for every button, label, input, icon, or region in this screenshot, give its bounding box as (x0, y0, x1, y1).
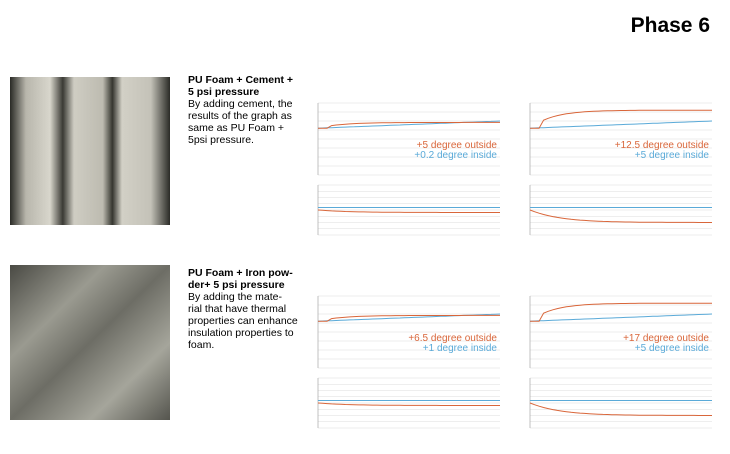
line (317, 402, 500, 406)
body-text: foam. (188, 339, 214, 351)
body-text: results of the graph as (188, 110, 292, 122)
annotation: +6.5 degree outside (408, 333, 497, 344)
line (529, 120, 713, 129)
line (529, 209, 712, 223)
heading: PU Foam + Cement + (188, 74, 293, 86)
body-text: same as PU Foam + (188, 122, 284, 134)
annotation: +12.5 degree outside (615, 140, 710, 151)
annotation: +5 degree inside (635, 343, 710, 354)
line (530, 109, 712, 129)
title: Phase 6 (631, 14, 710, 37)
line (317, 209, 500, 213)
photo (10, 265, 170, 420)
annotation: +17 degree outside (623, 333, 709, 344)
heading: PU Foam + Iron pow- (188, 267, 293, 279)
line (318, 314, 500, 322)
line (530, 302, 712, 322)
body-text: By adding cement, the (188, 98, 293, 110)
body-text: rial that have thermal (188, 303, 286, 315)
line (529, 402, 712, 416)
line (318, 121, 500, 129)
annotation: +1 degree inside (423, 343, 498, 354)
annotation: +0.2 degree inside (414, 150, 497, 161)
body-text: 5psi pressure. (188, 134, 254, 146)
heading: der+ 5 psi pressure (188, 279, 285, 291)
line (529, 313, 713, 322)
body-text: By adding the mate- (188, 291, 282, 303)
annotation: +5 degree inside (635, 150, 710, 161)
heading: 5 psi pressure (188, 86, 259, 98)
photo (10, 77, 170, 225)
body-text: properties can enhance (188, 315, 298, 327)
body-text: insulation properties to (188, 327, 294, 339)
annotation: +5 degree outside (417, 140, 498, 151)
